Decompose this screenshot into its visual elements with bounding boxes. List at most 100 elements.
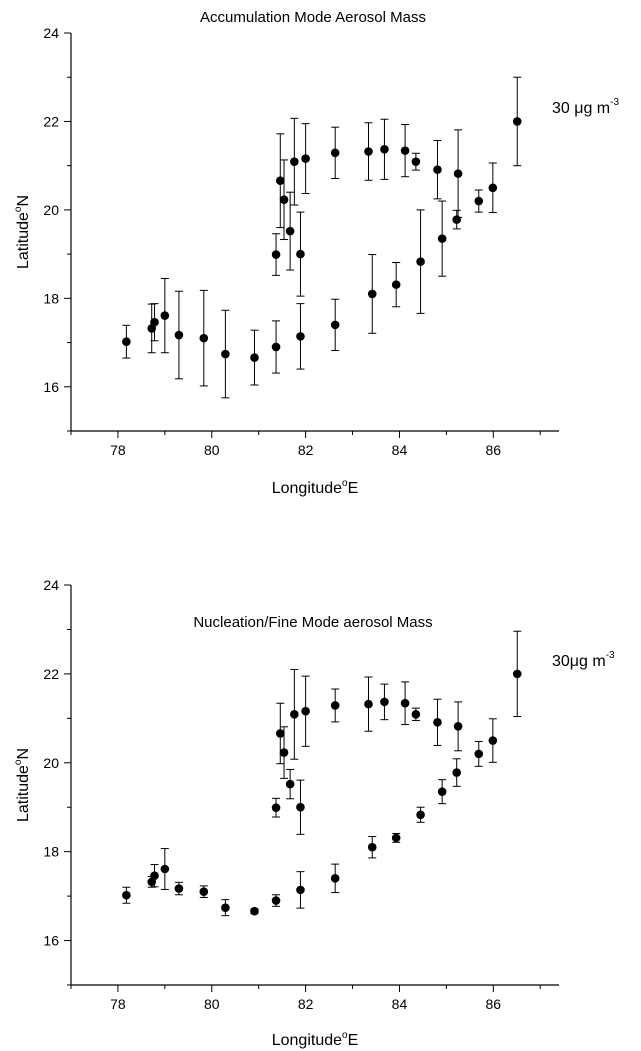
data-point-group <box>250 329 259 386</box>
x-tick-label: 84 <box>392 442 408 458</box>
data-point-group <box>290 117 299 206</box>
data-point <box>122 890 131 900</box>
data-point <box>290 710 299 719</box>
data-point <box>221 903 230 912</box>
data-point <box>512 117 522 126</box>
scale-annotation: 30μg m-3 <box>552 650 615 670</box>
y-axis-title-degree: o <box>13 206 24 212</box>
scale-annotation-exponent: -3 <box>606 650 615 661</box>
data-point-group <box>380 683 389 721</box>
data-point <box>221 349 230 359</box>
data-point <box>437 234 447 243</box>
data-point-group <box>474 740 484 767</box>
data-point <box>279 748 289 757</box>
data-point-group <box>279 726 289 779</box>
data-point-group <box>364 122 373 181</box>
data-point-group <box>474 189 484 213</box>
data-point-group <box>330 126 340 179</box>
data-point-group <box>199 289 209 387</box>
data-point-group <box>330 688 340 723</box>
data-point <box>488 183 498 193</box>
data-point <box>296 885 305 895</box>
data-point-group <box>453 129 463 218</box>
data-point <box>364 699 373 709</box>
x-tick-label: 86 <box>486 442 502 458</box>
data-point <box>380 697 389 707</box>
data-point <box>474 749 484 759</box>
scale-annotation-text: 30μg m <box>552 653 606 670</box>
data-point-group <box>174 881 184 896</box>
data-point-group <box>150 303 159 342</box>
data-point-group <box>122 324 131 359</box>
y-axis-title: LatitudeoN <box>13 195 32 269</box>
x-axis-title-main: Longitude <box>272 1032 342 1049</box>
y-axis-title-suffix: N <box>15 195 32 207</box>
x-tick-label: 80 <box>204 442 220 458</box>
data-point-group <box>512 76 522 167</box>
data-point <box>150 871 159 880</box>
data-point-group <box>271 233 281 276</box>
data-point <box>330 874 340 883</box>
y-tick-label: 18 <box>43 844 59 860</box>
data-point-group <box>433 698 442 746</box>
data-point <box>433 718 442 727</box>
data-point <box>474 196 484 206</box>
data-point <box>271 342 281 352</box>
y-tick-label: 18 <box>43 290 59 306</box>
x-tick-label: 82 <box>298 996 314 1012</box>
data-point-group <box>488 162 498 214</box>
data-point-group <box>221 309 230 399</box>
data-point-group <box>437 200 447 277</box>
x-tick-label: 80 <box>204 996 220 1012</box>
data-point-group <box>296 779 305 835</box>
data-point <box>330 701 340 710</box>
data-point-group <box>391 262 401 308</box>
data-point-group <box>290 668 299 760</box>
data-point <box>453 722 463 731</box>
data-point-group <box>250 906 259 916</box>
data-point <box>275 176 285 186</box>
data-point <box>512 669 522 679</box>
data-point <box>391 833 401 843</box>
chart-2: 16 18 20 22 24 78 80 82 84 86 Nucleation/Fine Mode… <box>13 577 615 1049</box>
data-point-group <box>488 718 498 763</box>
y-tick-label: 22 <box>43 113 59 129</box>
chart-1: 16 18 20 22 24 78 80 82 84 86 Accumulation Mode Ae… <box>13 9 619 497</box>
data-point <box>279 195 289 205</box>
data-point-group <box>330 863 340 894</box>
data-point-group <box>416 806 425 823</box>
data-point <box>271 250 281 259</box>
data-point <box>400 698 410 708</box>
data-point-group <box>433 139 442 200</box>
x-tick-label: 84 <box>392 996 408 1012</box>
data-point-group <box>285 191 295 271</box>
y-axis-title-suffix: N <box>15 748 32 760</box>
data-point-group <box>271 320 281 374</box>
data-point-group <box>391 832 401 843</box>
data-point <box>488 736 498 745</box>
x-axis-title-suffix: E <box>348 480 359 497</box>
data-point <box>433 165 442 174</box>
x-axis-title-suffix: E <box>348 1032 359 1049</box>
data-point-group <box>512 630 522 718</box>
data-point-group <box>160 277 170 354</box>
data-point-group <box>174 290 184 380</box>
data-point-group <box>452 758 462 787</box>
x-axis-title-main: Longitude <box>272 480 342 497</box>
data-point-group <box>400 124 410 178</box>
y-axis-title-degree: o <box>13 759 24 765</box>
y-tick-label: 20 <box>43 202 59 218</box>
data-point <box>160 864 170 874</box>
chart-title: Nucleation/Fine Mode aerosol Mass <box>193 614 432 631</box>
scale-annotation: 30 μg m-3 <box>552 97 619 117</box>
data-point <box>400 146 410 155</box>
data-point <box>296 249 305 259</box>
scale-annotation-text: 30 μg m <box>552 100 610 117</box>
data-point <box>199 887 209 896</box>
data-point-group <box>411 707 421 722</box>
data-point-group <box>411 152 421 171</box>
x-axis-title: LongitudeoE <box>272 478 359 497</box>
data-point-group <box>364 676 373 732</box>
data-point <box>367 289 377 299</box>
data-point <box>271 896 281 905</box>
